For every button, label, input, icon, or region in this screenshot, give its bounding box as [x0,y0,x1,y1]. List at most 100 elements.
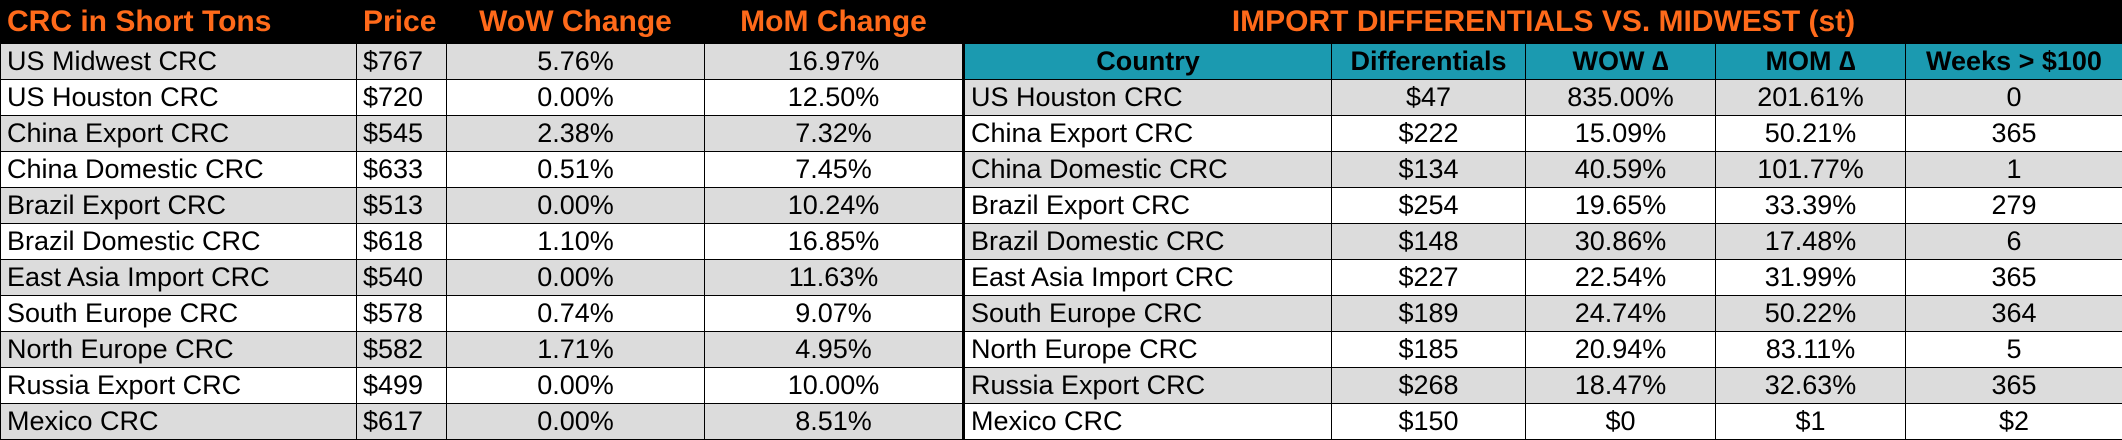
weeks-cell: 0 [1905,79,2122,116]
product-name: China Domestic CRC [0,151,357,188]
price-cell: $720 [356,79,447,116]
wow-delta-cell: 19.65% [1525,187,1716,224]
country-cell: Mexico CRC [964,403,1332,440]
country-cell: East Asia Import CRC [964,259,1332,296]
wow-cell: 1.71% [446,331,705,368]
mom-cell: 9.07% [704,295,963,332]
differential-cell: $189 [1331,295,1526,332]
mom-cell: 11.63% [704,259,963,296]
mom-delta-header: MOM ∆ [1715,43,1906,80]
mom-cell: 4.95% [704,331,963,368]
mom-delta-cell: 101.77% [1715,151,1906,188]
wow-delta-cell: 18.47% [1525,367,1716,404]
wow-delta-cell: 30.86% [1525,223,1716,260]
weeks-cell: 279 [1905,187,2122,224]
table-row: Brazil Export CRC $254 19.65% 33.39% 279 [964,187,2122,224]
product-name: China Export CRC [0,115,357,152]
differentials-header: Differentials [1331,43,1526,80]
wow-cell: 5.76% [446,43,705,80]
wow-delta-header: WOW ∆ [1525,43,1716,80]
differential-cell: $185 [1331,331,1526,368]
mom-change-header: MoM Change [704,0,963,44]
country-cell: Russia Export CRC [964,367,1332,404]
differential-cell: $148 [1331,223,1526,260]
differential-cell: $254 [1331,187,1526,224]
mom-cell: 16.97% [704,43,963,80]
wow-cell: 0.00% [446,403,705,440]
wow-cell: 0.00% [446,259,705,296]
differential-cell: $222 [1331,115,1526,152]
weeks-cell: 1 [1905,151,2122,188]
table-row: China Domestic CRC $134 40.59% 101.77% 1 [964,151,2122,188]
table-row: Mexico CRC $150 $0 $1 $2 [964,403,2122,440]
mom-cell: 12.50% [704,79,963,116]
product-name: Brazil Domestic CRC [0,223,357,260]
product-name: East Asia Import CRC [0,259,357,296]
wow-delta-cell: 835.00% [1525,79,1716,116]
price-cell: $618 [356,223,447,260]
weeks-over-100-header: Weeks > $100 [1905,43,2122,80]
country-cell: US Houston CRC [964,79,1332,116]
right-header-row: Country Differentials WOW ∆ MOM ∆ Weeks … [964,43,2122,80]
table-row: Brazil Export CRC $513 0.00% 10.24% [0,187,963,224]
product-name: North Europe CRC [0,331,357,368]
country-cell: Brazil Domestic CRC [964,223,1332,260]
price-cell: $540 [356,259,447,296]
price-header: Price [356,0,447,44]
wow-cell: 0.00% [446,367,705,404]
product-name: US Houston CRC [0,79,357,116]
wow-cell: 0.74% [446,295,705,332]
wow-delta-cell: 22.54% [1525,259,1716,296]
product-name: Russia Export CRC [0,367,357,404]
mom-cell: 10.24% [704,187,963,224]
differential-cell: $134 [1331,151,1526,188]
table-row: South Europe CRC $189 24.74% 50.22% 364 [964,295,2122,332]
price-cell: $499 [356,367,447,404]
table-row: East Asia Import CRC $227 22.54% 31.99% … [964,259,2122,296]
differential-cell: $150 [1331,403,1526,440]
country-cell: Brazil Export CRC [964,187,1332,224]
table-row: US Houston CRC $47 835.00% 201.61% 0 [964,79,2122,116]
price-cell: $578 [356,295,447,332]
product-name: South Europe CRC [0,295,357,332]
price-cell: $513 [356,187,447,224]
table-row: East Asia Import CRC $540 0.00% 11.63% [0,259,963,296]
country-cell: China Domestic CRC [964,151,1332,188]
weeks-cell: 365 [1905,367,2122,404]
mom-delta-cell: $1 [1715,403,1906,440]
price-cell: $582 [356,331,447,368]
product-name: Brazil Export CRC [0,187,357,224]
country-cell: South Europe CRC [964,295,1332,332]
mom-delta-cell: 83.11% [1715,331,1906,368]
crc-short-tons-table: CRC in Short Tons Price WoW Change MoM C… [0,0,965,440]
table-row: North Europe CRC $185 20.94% 83.11% 5 [964,331,2122,368]
country-header: Country [964,43,1332,80]
weeks-cell: 365 [1905,259,2122,296]
mom-cell: 16.85% [704,223,963,260]
mom-delta-cell: 50.21% [1715,115,1906,152]
price-cell: $633 [356,151,447,188]
wow-cell: 2.38% [446,115,705,152]
price-cell: $545 [356,115,447,152]
table-row: China Domestic CRC $633 0.51% 7.45% [0,151,963,188]
wow-delta-cell: 20.94% [1525,331,1716,368]
table-row: US Midwest CRC $767 5.76% 16.97% [0,43,963,80]
wow-delta-cell: 15.09% [1525,115,1716,152]
mom-cell: 10.00% [704,367,963,404]
weeks-cell: 364 [1905,295,2122,332]
left-table-title: CRC in Short Tons [0,0,357,44]
table-row: South Europe CRC $578 0.74% 9.07% [0,295,963,332]
wow-cell: 1.10% [446,223,705,260]
country-cell: China Export CRC [964,115,1332,152]
wow-delta-cell: 24.74% [1525,295,1716,332]
weeks-cell: 365 [1905,115,2122,152]
mom-delta-cell: 32.63% [1715,367,1906,404]
left-title-row: CRC in Short Tons Price WoW Change MoM C… [0,0,963,44]
mom-delta-cell: 201.61% [1715,79,1906,116]
price-cell: $617 [356,403,447,440]
table-row: US Houston CRC $720 0.00% 12.50% [0,79,963,116]
product-name: US Midwest CRC [0,43,357,80]
table-row: Russia Export CRC $499 0.00% 10.00% [0,367,963,404]
mom-cell: 7.32% [704,115,963,152]
